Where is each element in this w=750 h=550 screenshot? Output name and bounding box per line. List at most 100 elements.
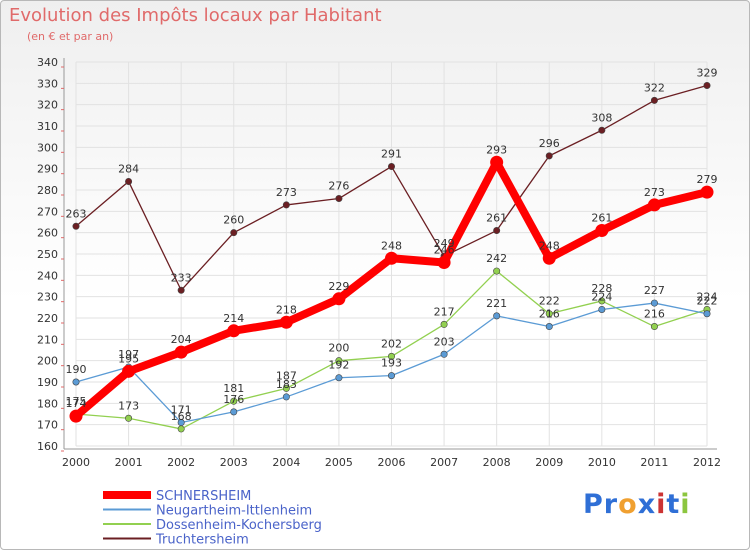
data-point [490, 155, 504, 169]
data-point [279, 315, 293, 329]
data-label: 216 [644, 308, 665, 321]
data-label: 187 [276, 369, 297, 382]
data-label: 276 [328, 180, 349, 193]
data-labels: 174 195 204 214 218 229 248 246 293 248 261 273 279 1… [66, 66, 718, 422]
logo-letter: t [666, 489, 681, 520]
data-point [440, 350, 448, 358]
x-tick-label: 2010 [588, 456, 616, 469]
data-label: 222 [539, 295, 560, 308]
legend-label: Dossenheim-Kochersberg [156, 518, 322, 533]
data-label: 293 [486, 143, 507, 156]
legend: SCHNERSHEIMNeugartheim-IttlenheimDossenh… [103, 489, 322, 548]
y-tick-label: 200 [37, 355, 58, 368]
y-tick-label: 300 [37, 141, 58, 154]
logo-letter: r [603, 489, 619, 520]
chart-subtitle: (en € et par an) [27, 30, 114, 43]
data-point [542, 251, 556, 265]
y-tick-label: 330 [37, 77, 58, 90]
data-label: 204 [171, 333, 192, 346]
chart-title: Evolution des Impôts locaux par Habitant [9, 5, 382, 26]
x-tick-label: 2011 [640, 456, 668, 469]
data-point [700, 185, 714, 199]
y-tick-label: 290 [37, 163, 58, 176]
x-tick-label: 2008 [483, 456, 511, 469]
data-point [177, 286, 185, 294]
data-label: 214 [223, 312, 244, 325]
y-tick-label: 230 [37, 291, 58, 304]
logo-letter: i [656, 489, 667, 520]
data-label: 195 [118, 352, 139, 365]
data-label: 190 [66, 363, 87, 376]
data-label: 202 [381, 337, 402, 350]
data-label: 175 [66, 395, 87, 408]
data-point [545, 310, 553, 318]
data-point [703, 310, 711, 318]
data-point [230, 229, 238, 237]
data-label: 296 [539, 137, 560, 150]
logo-letter: o [618, 489, 638, 520]
data-label: 222 [697, 295, 718, 308]
data-label: 308 [591, 111, 612, 124]
data-label: 203 [434, 335, 455, 348]
x-tick-label: 2005 [325, 456, 353, 469]
data-point [177, 419, 185, 427]
x-tick-label: 2002 [167, 456, 195, 469]
data-point [385, 251, 398, 265]
x-tick-label: 2000 [62, 456, 90, 469]
data-label: 200 [328, 342, 349, 355]
data-point [650, 96, 658, 104]
data-label: 260 [223, 214, 244, 227]
data-point [493, 227, 501, 235]
data-label: 233 [171, 271, 192, 284]
data-point [595, 224, 609, 238]
data-label: 183 [276, 378, 297, 391]
data-point [177, 425, 185, 433]
data-point [545, 323, 553, 331]
data-point [282, 384, 290, 392]
series-layer [69, 81, 714, 433]
data-label: 176 [223, 393, 244, 406]
y-tick-label: 280 [37, 184, 58, 197]
data-point [387, 352, 395, 360]
data-label: 193 [381, 357, 402, 370]
y-tick-label: 190 [37, 376, 58, 389]
data-label: 228 [591, 282, 612, 295]
data-point [282, 201, 290, 209]
data-label: 224 [591, 290, 612, 303]
logo-letter: P [583, 489, 604, 520]
data-label: 217 [434, 305, 455, 318]
data-point [72, 222, 80, 230]
logo-letter: i [680, 489, 691, 520]
data-label: 322 [644, 81, 665, 94]
data-point [598, 126, 606, 134]
data-point [72, 378, 80, 386]
data-point [69, 409, 83, 423]
data-point [227, 324, 241, 338]
y-tick-label: 260 [37, 227, 58, 240]
data-label: 227 [644, 284, 665, 297]
data-point [387, 372, 395, 380]
x-tick-label: 2001 [115, 456, 143, 469]
y-tick-label: 170 [37, 419, 58, 432]
data-point [650, 323, 658, 331]
y-tick-label: 340 [37, 56, 58, 69]
y-tick-label: 310 [37, 120, 58, 133]
y-tick-label: 210 [37, 333, 58, 346]
x-tick-label: 2009 [535, 456, 563, 469]
data-label: 171 [171, 404, 192, 417]
data-point [125, 414, 133, 422]
y-tick-label: 180 [37, 397, 58, 410]
y-tick-label: 220 [37, 312, 58, 325]
axes: 160 170 180 190 200 210 220 230 240 250 260 270 280 2… [37, 56, 721, 469]
x-tick-label: 2012 [693, 456, 721, 469]
data-point [282, 393, 290, 401]
data-label: 181 [223, 382, 244, 395]
logo-letter: x [637, 489, 657, 520]
data-point [335, 357, 343, 365]
y-tick-label: 320 [37, 99, 58, 112]
data-point [703, 81, 711, 89]
legend-label: Neugartheim-Ittlenheim [156, 504, 312, 519]
data-label: 192 [328, 359, 349, 372]
